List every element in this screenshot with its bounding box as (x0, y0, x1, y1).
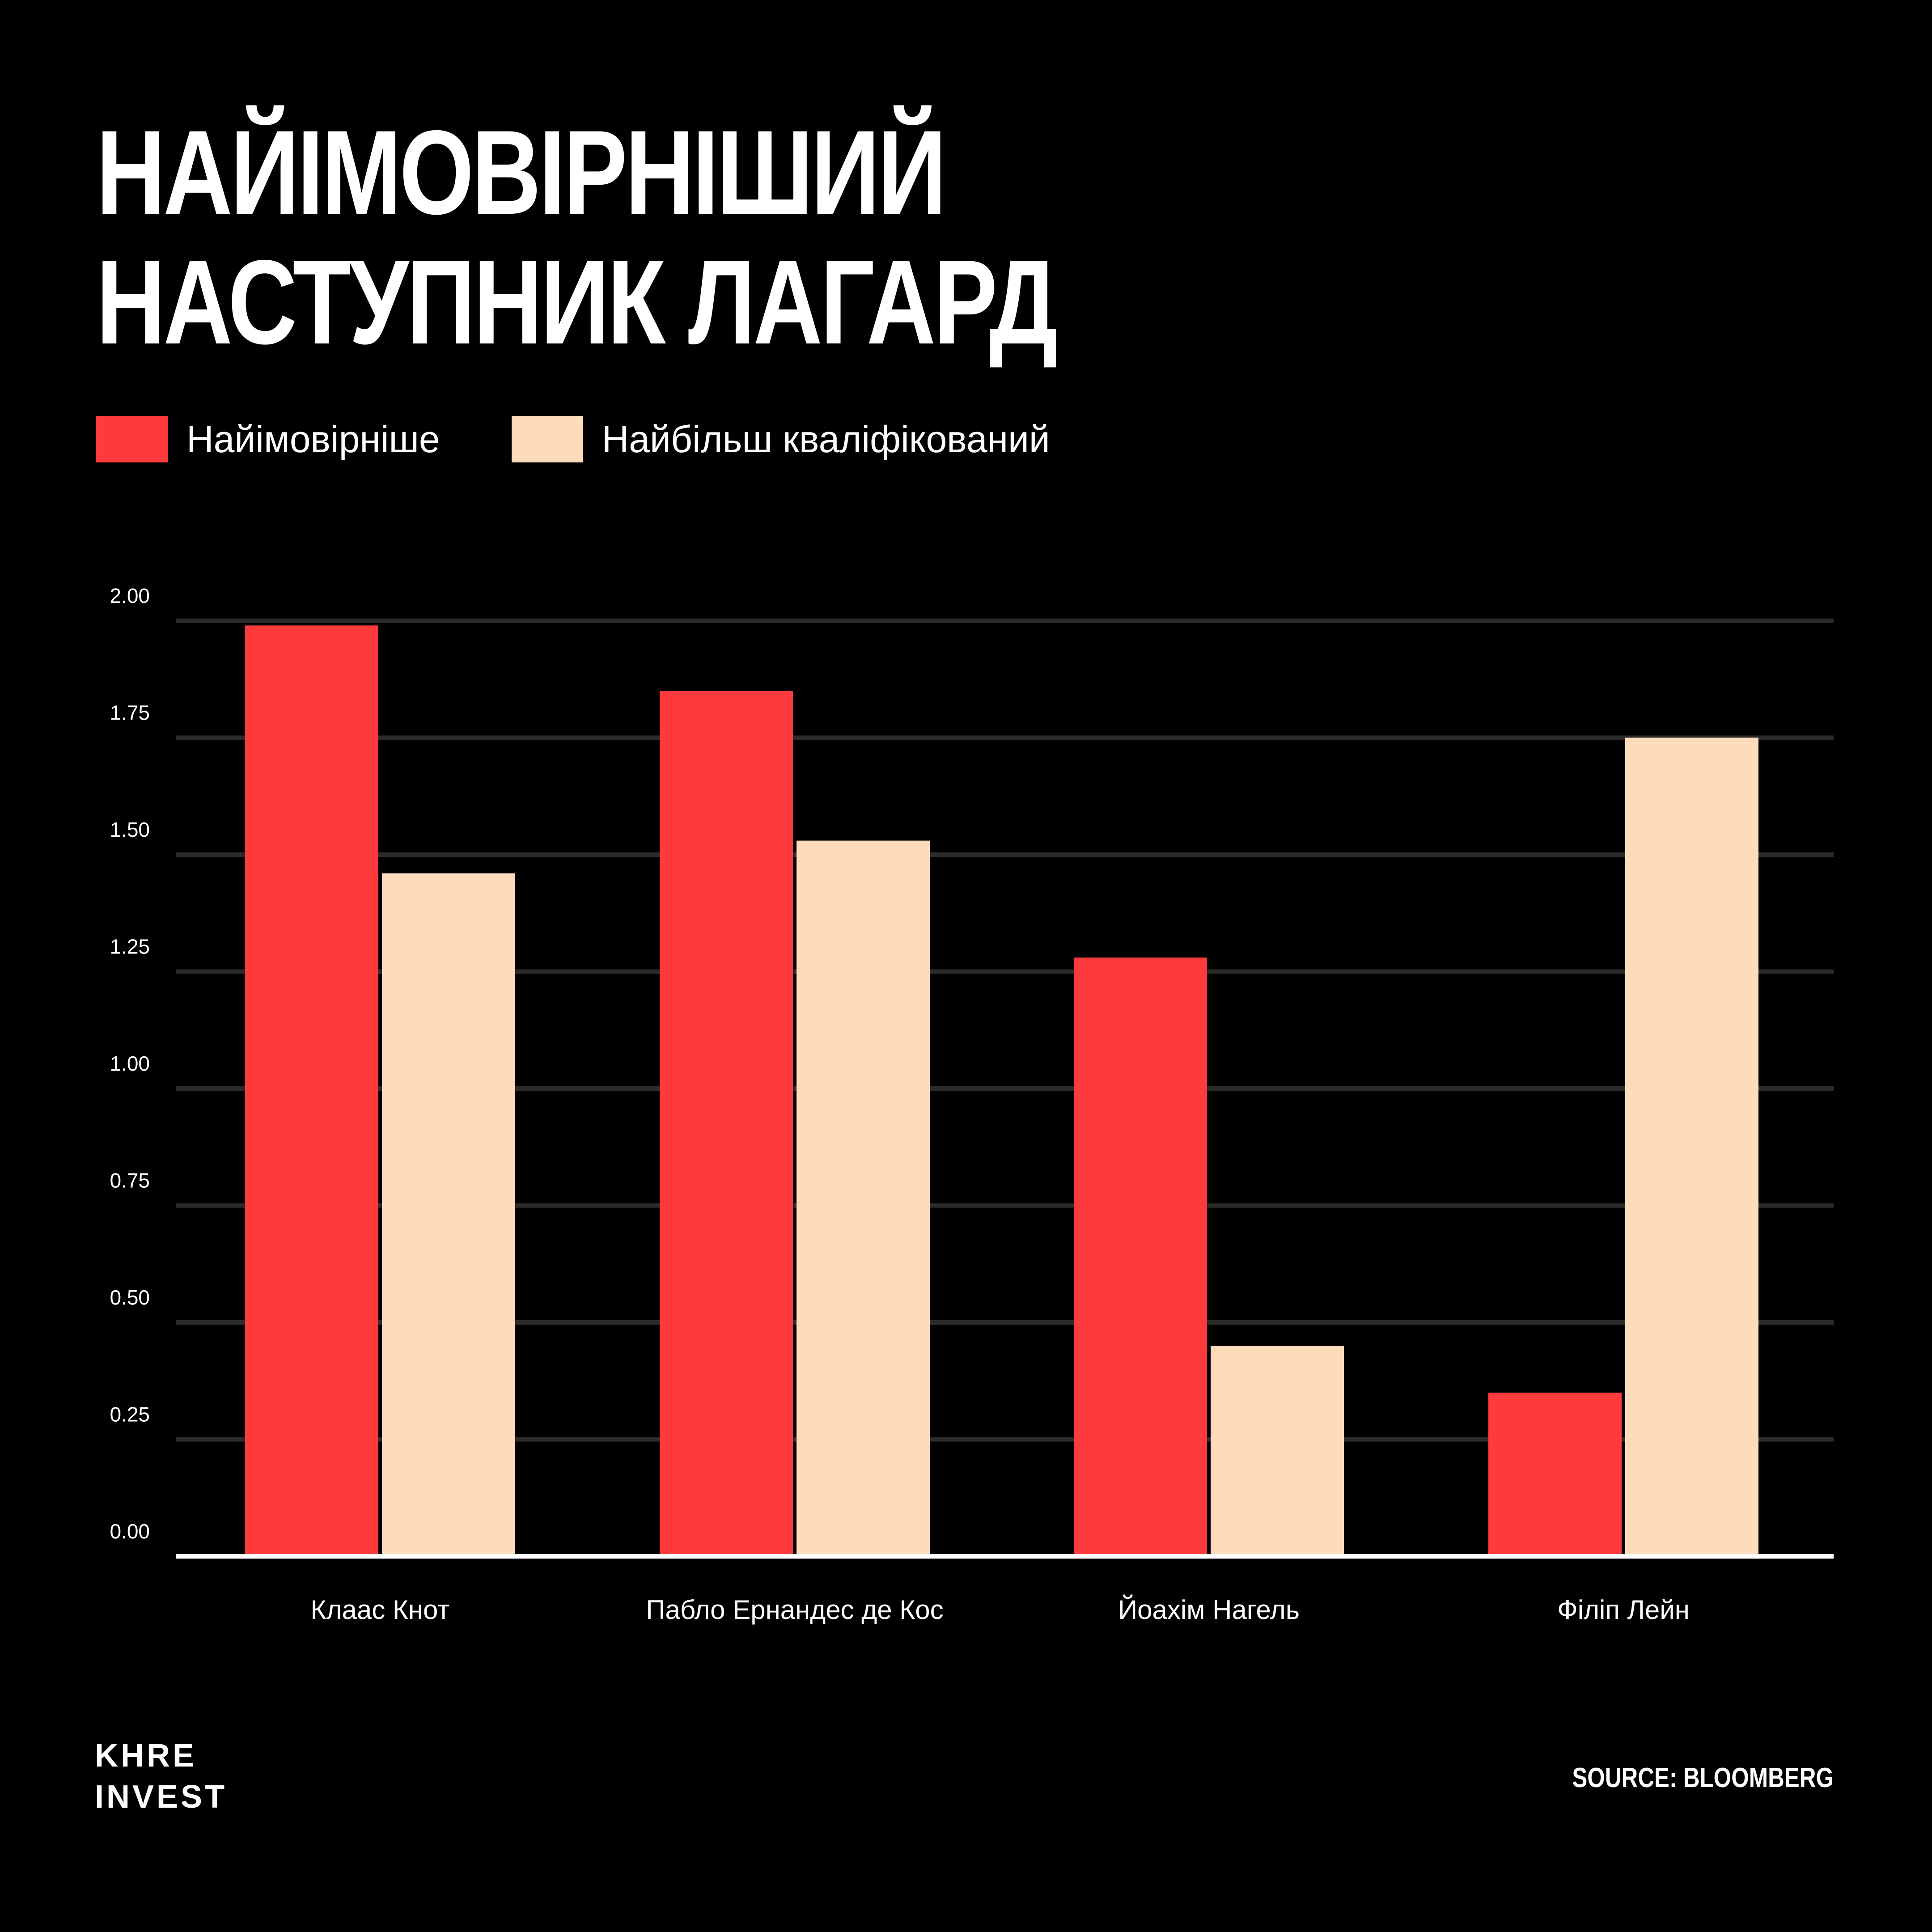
legend: Найімовірніше Найбільш кваліфікований (96, 416, 1122, 462)
bar-most-likely-1 (660, 691, 793, 1556)
chart-title-line-1: НАЙІМОВІРНІШИЙ (96, 105, 947, 239)
brand-line-1: KHRE (95, 1738, 197, 1774)
bar-most-likely-0 (245, 625, 378, 1556)
x-tick-label: Йоахім Нагель (1118, 1595, 1300, 1625)
y-tick-label: 1.00 (110, 1052, 150, 1075)
chart-title-line-2: НАСТУПНИК ЛАГАРД (96, 235, 1058, 369)
bar-most-qualified-3 (1625, 737, 1758, 1556)
y-tick-label: 0.75 (110, 1169, 150, 1192)
bar-chart: 0.00 0.25 0.50 0.75 1.00 1.25 1.50 1.75 2.00 Кла… (110, 584, 1834, 1625)
y-tick-label: 1.50 (110, 818, 150, 841)
y-tick-label: 2.00 (110, 584, 150, 607)
y-axis-ticks: 0.00 0.25 0.50 0.75 1.00 1.25 1.50 1.75 2.00 (110, 584, 150, 1543)
bar-most-likely-3 (1488, 1392, 1622, 1556)
legend-item-most-qualified: Найбільш кваліфікований (511, 416, 1050, 462)
legend-item-most-likely: Найімовірніше (96, 416, 440, 462)
legend-label-most-likely: Найімовірніше (186, 418, 440, 460)
x-axis-labels: Клаас Кнот Пабло Ернандес де Кос Йоахім На… (311, 1595, 1690, 1625)
x-tick-label: Пабло Ернандес де Кос (646, 1595, 943, 1625)
y-tick-label: 0.50 (110, 1286, 150, 1309)
brand-logo: KHRE INVEST (95, 1735, 227, 1818)
bar-most-likely-2 (1074, 958, 1207, 1556)
bar-most-qualified-2 (1211, 1346, 1344, 1556)
bar-most-qualified-1 (797, 840, 930, 1556)
y-tick-label: 0.25 (110, 1403, 150, 1426)
legend-swatch-most-likely (96, 416, 168, 462)
y-tick-label: 1.25 (110, 935, 150, 958)
legend-swatch-most-qualified (511, 416, 583, 462)
bars (245, 625, 1758, 1556)
y-tick-label: 0.00 (110, 1520, 150, 1543)
legend-label-most-qualified: Найбільш кваліфікований (602, 418, 1050, 460)
brand-line-2: INVEST (95, 1779, 228, 1815)
chart-title: НАЙІМОВІРНІШИЙ НАСТУПНИК ЛАГАРД (96, 105, 1058, 369)
x-tick-label: Філіп Лейн (1557, 1595, 1690, 1625)
source-note: SOURCE: BLOOMBERG (1572, 1763, 1834, 1793)
x-tick-label: Клаас Кнот (311, 1595, 450, 1625)
y-tick-label: 1.75 (110, 701, 150, 724)
bar-most-qualified-0 (382, 873, 515, 1556)
